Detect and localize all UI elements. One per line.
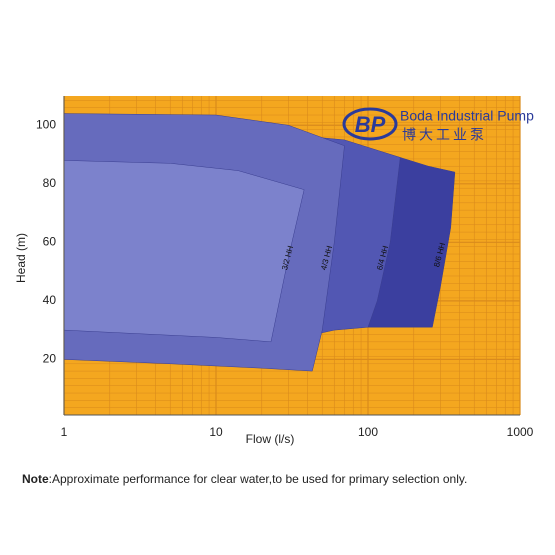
region bbox=[63, 160, 305, 343]
note-label: Note bbox=[22, 472, 49, 486]
logo: BP Boda Industrial Pump 博大工业泵 bbox=[342, 107, 534, 143]
x-axis-label: Flow (l/s) bbox=[246, 432, 295, 446]
note: Note:Approximate performance for clear w… bbox=[22, 472, 467, 486]
logo-chinese: 博大工业泵 bbox=[402, 127, 487, 143]
x-tick-label: 1 bbox=[61, 425, 68, 439]
logo-mark: BP bbox=[355, 112, 386, 137]
y-tick-label: 20 bbox=[43, 352, 57, 366]
y-tick-label: 40 bbox=[43, 293, 57, 307]
y-tick-label: 100 bbox=[36, 117, 56, 131]
y-tick-label: 60 bbox=[43, 235, 57, 249]
x-tick-label: 1000 bbox=[507, 425, 534, 439]
logo-ring bbox=[342, 107, 398, 141]
y-tick-label: 80 bbox=[43, 176, 57, 190]
logo-name: Boda Industrial Pump bbox=[400, 108, 534, 124]
x-tick-label: 10 bbox=[209, 425, 223, 439]
x-tick-label: 100 bbox=[358, 425, 378, 439]
y-axis-label: Head (m) bbox=[14, 233, 28, 283]
note-text: :Approximate performance for clear water… bbox=[49, 472, 468, 486]
